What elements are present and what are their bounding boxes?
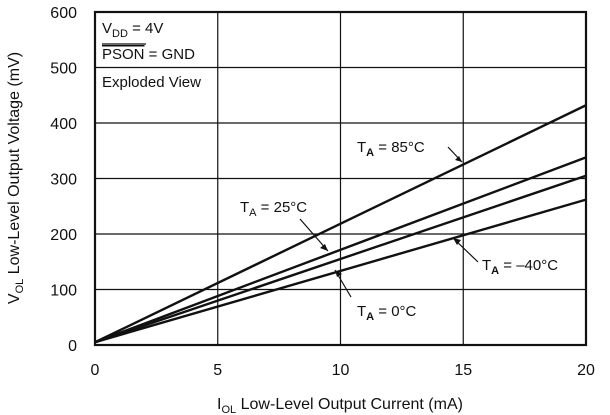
y-tick-label: 100	[50, 283, 77, 300]
y-axis-title: VOL Low-Level Output Voltage (mV)	[6, 52, 26, 304]
series-line-0	[94, 104, 587, 344]
series-line-1	[94, 156, 587, 344]
y-tick-label: 300	[50, 172, 77, 189]
y-tick-label: 500	[50, 61, 77, 78]
condition-pson: PSON = GND	[102, 46, 195, 63]
series-line-2	[94, 174, 587, 344]
x-axis-title: IOL Low-Level Output Current (mA)	[217, 396, 463, 415]
y-tick-label: 200	[50, 227, 77, 244]
x-tick-label: 5	[213, 362, 222, 379]
condition-vdd: VDD = 4V	[102, 20, 163, 40]
annotation-85c: TA = 85°C	[357, 139, 463, 163]
y-tick-label: 600	[50, 5, 77, 22]
series-lines	[94, 104, 587, 344]
series-line-3	[94, 198, 587, 344]
y-tick-label: 0	[68, 338, 77, 355]
x-tick-label: 10	[332, 362, 350, 379]
y-tick-label: 400	[50, 116, 77, 133]
x-tick-label: 15	[454, 362, 472, 379]
grid	[95, 12, 586, 345]
x-tick-label: 0	[91, 362, 100, 379]
svg-text:TA = 0°C: TA = 0°C	[357, 303, 417, 323]
annotation-25c: TA = 25°C	[240, 199, 329, 252]
svg-text:TA = 85°C: TA = 85°C	[357, 139, 425, 159]
annotation-minus40c: TA = –40°C	[452, 237, 558, 277]
plot-frame	[93, 10, 588, 347]
svg-text:TA = 25°C: TA = 25°C	[240, 199, 307, 219]
svg-text:TA = –40°C: TA = –40°C	[482, 257, 558, 277]
condition-view: Exploded View	[102, 74, 201, 91]
annotation-0c: TA = 0°C	[334, 269, 417, 323]
x-tick-label: 20	[577, 362, 595, 379]
